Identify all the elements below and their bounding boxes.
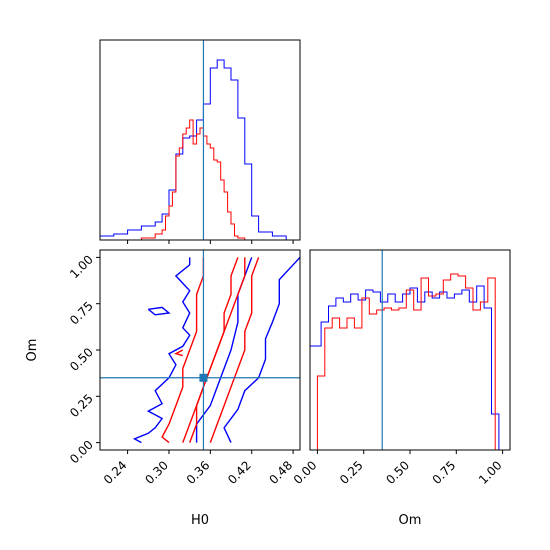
- contour-red-line-5: [174, 349, 184, 357]
- h0-xtick-label: 0.36: [184, 458, 213, 487]
- contour-red-line-3: [189, 257, 246, 443]
- contour-blue-line-2: [195, 257, 253, 443]
- om-histogram-panel: 0.00 0.25 0.50 0.75 1.00 Om: [291, 249, 511, 528]
- om-ytick-label: 0.75: [67, 299, 96, 328]
- h0-histogram-frame: [99, 39, 301, 241]
- om-xtick-label: 0.25: [337, 458, 366, 487]
- contour-blue-line-3: [223, 256, 301, 443]
- om-ytick-label: 0.25: [67, 391, 96, 420]
- om-xtick-label: 0.00: [291, 458, 320, 487]
- h0-histogram-data: [99, 40, 287, 240]
- h0-xtick-label: 0.30: [142, 458, 171, 487]
- contour-red-line-1: [161, 257, 205, 444]
- contour-blue-line-1: [132, 257, 191, 444]
- om-xtick-label: 1.00: [476, 458, 505, 487]
- h0-om-contour-data: [100, 250, 301, 450]
- h0-xtick-label: 0.48: [266, 458, 295, 487]
- h0-xtick-label: 0.42: [225, 458, 254, 487]
- om-ytick-label: 1.00: [67, 252, 96, 281]
- om-hist-red-series: [310, 273, 510, 451]
- contour-red-line-2: [182, 257, 239, 443]
- h0-xtick-label: 0.24: [101, 458, 130, 487]
- h0-histogram-ticks: [127, 240, 294, 244]
- x-axis-label-om: Om: [399, 513, 422, 528]
- om-ytick-label: 0.00: [67, 438, 96, 467]
- om-ytick-label: 0.50: [67, 345, 96, 374]
- h0-om-contour-panel: 0.24 0.30 0.36 0.42 0.48 0.00 0.25 0.50 0.75 1.00…: [25, 249, 301, 528]
- om-xtick-label: 0.50: [383, 458, 412, 487]
- contour-blue-line-4: [147, 306, 171, 316]
- h0-hist-blue-series: [99, 59, 287, 240]
- y-axis-label-om: Om: [25, 339, 40, 362]
- om-histogram-data: [309, 250, 510, 451]
- om-histogram-ticks: 0.00 0.25 0.50 0.75 1.00: [291, 450, 505, 487]
- h0-hist-red-series: [140, 119, 246, 240]
- om-histogram-frame: [309, 249, 511, 451]
- h0-histogram-panel: [99, 39, 301, 244]
- truth-marker: [199, 373, 208, 382]
- contour-red-line-4: [209, 257, 260, 443]
- x-axis-label-h0: H0: [191, 513, 209, 528]
- om-xtick-label: 0.75: [430, 458, 459, 487]
- om-hist-blue-series: [309, 285, 510, 451]
